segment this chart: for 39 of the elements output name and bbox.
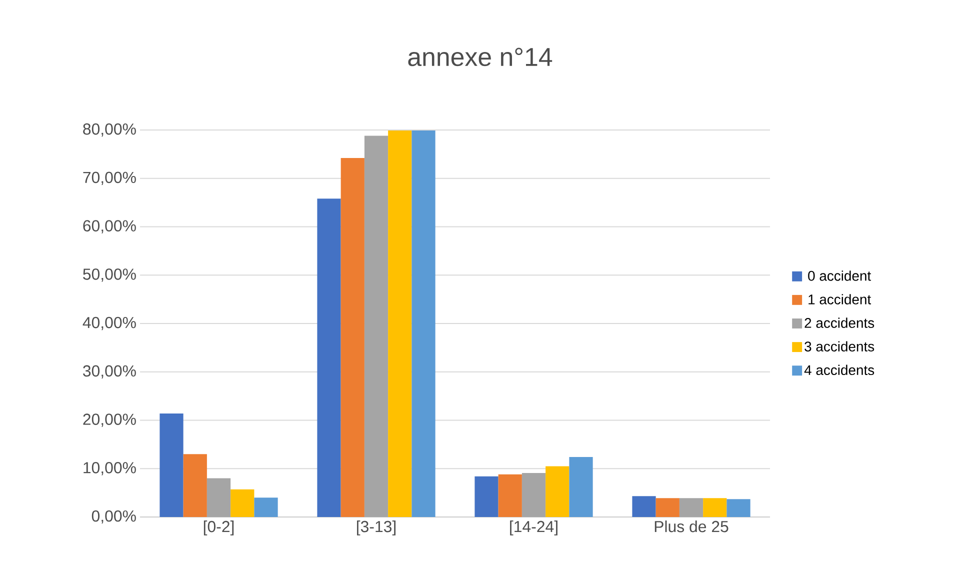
y-tick-label: 20,00% (83, 414, 136, 427)
legend-label: 3 accidents (804, 341, 874, 352)
x-tick-label: Plus de 25 (654, 520, 728, 532)
bar (340, 158, 364, 517)
bar (703, 498, 727, 517)
y-tick-label: 0,00% (92, 510, 136, 524)
bar (183, 454, 207, 517)
y-tick-label: 70,00% (83, 172, 136, 185)
bar (569, 457, 593, 517)
bar (656, 498, 680, 517)
bar (388, 130, 412, 517)
x-tick-label: [3-13] (357, 520, 396, 536)
bar (317, 198, 341, 517)
bar (230, 489, 254, 517)
bar (546, 466, 570, 517)
bar (726, 499, 750, 517)
bar (632, 496, 656, 517)
y-tick-label: 30,00% (83, 365, 136, 378)
x-tick-label: [14-24] (510, 520, 558, 536)
chart-title: annexe n°14 (408, 48, 552, 66)
legend-label: 2 accidents (804, 318, 874, 328)
bar (522, 472, 546, 517)
bar (160, 413, 184, 517)
legend-label: 1 accident (808, 294, 871, 304)
legend-label: 4 accidents (804, 364, 874, 376)
bar (364, 136, 388, 517)
x-tick-label: [0-2] (204, 520, 234, 536)
y-tick-label: 50,00% (83, 268, 136, 282)
bar (498, 474, 522, 517)
y-tick-label: 80,00% (83, 123, 136, 137)
y-tick-label: 40,00% (82, 316, 136, 330)
bar (679, 498, 704, 517)
legend-label: 0 accident (808, 270, 871, 281)
bar (412, 130, 436, 517)
y-tick-label: 10,00% (84, 462, 136, 476)
bar (474, 476, 498, 517)
bar (206, 478, 231, 517)
bar (254, 498, 278, 517)
y-tick-label: 60,00% (83, 220, 136, 234)
